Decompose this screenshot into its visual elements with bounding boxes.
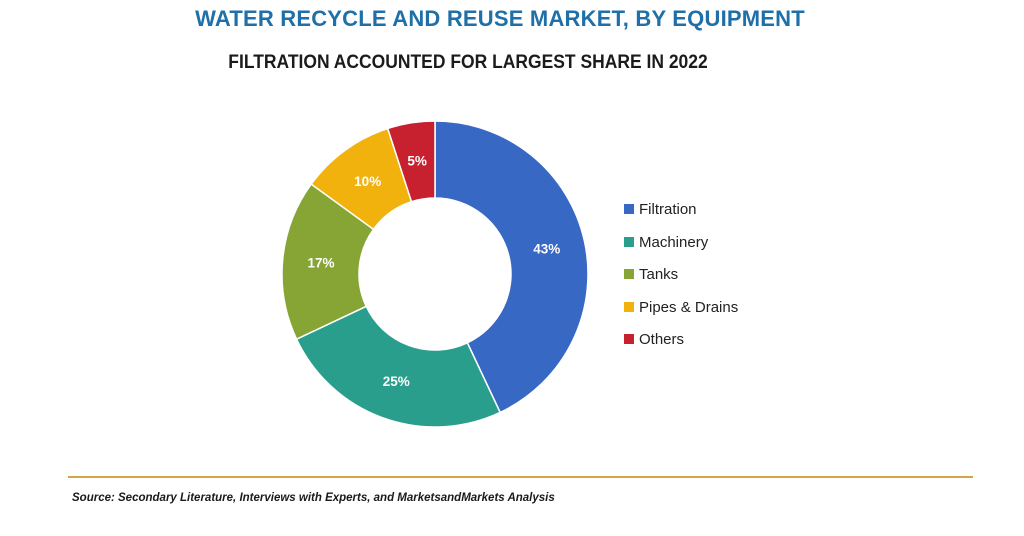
- donut-slice-machinery: [295, 305, 502, 428]
- legend-swatch: [624, 301, 634, 312]
- legend-label: Tanks: [639, 266, 679, 284]
- legend-item-pipes-and-drains: Pipes & Drains: [624, 296, 738, 329]
- legend-item-machinery: Machinery: [624, 231, 738, 264]
- legend-swatch: [624, 236, 634, 247]
- slice-label-filtration: 43%: [533, 242, 560, 257]
- legend-label: Machinery: [639, 233, 709, 251]
- slice-label-machinery: 25%: [383, 374, 410, 389]
- slice-label-others: 5%: [407, 153, 427, 168]
- donut-slice-filtration: [434, 120, 589, 414]
- donut-slice-others: [386, 120, 436, 203]
- chart-title: WATER RECYCLE AND REUSE MARKET, BY EQUIP…: [195, 6, 805, 31]
- legend-item-others: Others: [624, 328, 738, 361]
- legend-swatch: [624, 334, 634, 345]
- legend-label: Others: [639, 331, 685, 349]
- legend-item-tanks: Tanks: [624, 263, 738, 296]
- chart-subtitle: FILTRATION ACCOUNTED FOR LARGEST SHARE I…: [228, 52, 708, 73]
- legend-label: Filtration: [639, 201, 697, 219]
- source-divider: [68, 476, 973, 478]
- legend-label: Pipes & Drains: [639, 298, 739, 316]
- legend-swatch: [624, 269, 634, 280]
- slice-label-pipes-and-drains: 10%: [354, 174, 381, 189]
- chart-legend: Filtration Machinery Tanks Pipes & Drains Ot…: [624, 198, 738, 361]
- source-note: Source: Secondary Literature, Interviews…: [72, 492, 555, 504]
- slice-label-tanks: 17%: [307, 256, 334, 271]
- legend-swatch: [624, 204, 634, 215]
- legend-item-filtration: Filtration: [624, 198, 738, 231]
